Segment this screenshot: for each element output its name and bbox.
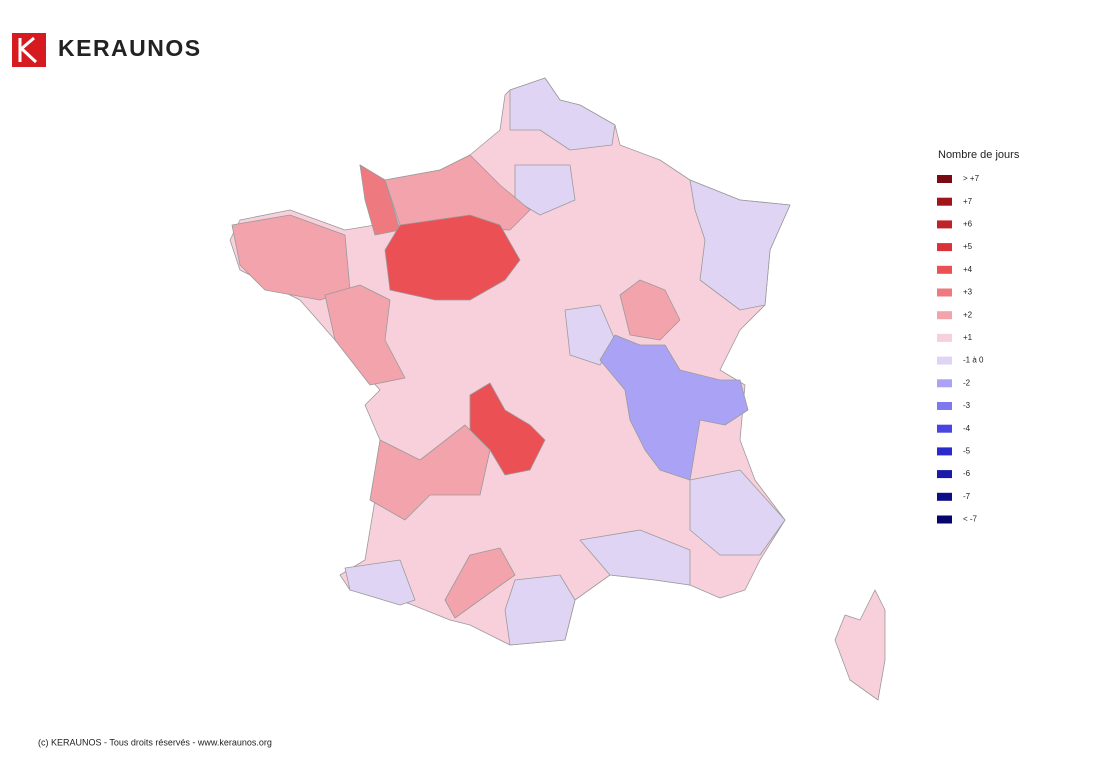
legend-label: -2 [963,378,971,387]
legend-label: -5 [963,447,971,456]
legend-swatch [937,265,952,274]
legend-swatch [937,492,952,501]
legend-swatch [937,402,952,410]
region [344,559,416,606]
legend-swatch [937,175,952,183]
legend-label: -7 [963,492,971,501]
legend-label: +3 [963,288,973,297]
legend-swatch [937,515,952,524]
legend-swatch [937,243,952,252]
corsica [834,589,886,701]
legend: Nombre de jours > +7 +7 +6 +5 +4 +3 +2 +1 -1 à 0… [937,149,1020,524]
legend-label: -3 [963,401,971,410]
legend-label: +4 [963,265,973,274]
legend-title: Nombre de jours [938,149,1020,161]
legend-label: -1 à 0 [963,356,984,365]
logo-mark [12,33,46,67]
region [384,214,521,301]
legend-label: +5 [963,242,973,251]
legend-label: > +7 [963,174,980,183]
region [359,164,401,236]
legend-swatch [937,220,952,229]
brand: KERAUNOS [58,35,202,61]
legend-swatch [937,424,952,433]
map [229,77,886,701]
region [324,284,406,386]
region [689,469,786,556]
logo: KERAUNOS [12,33,202,67]
region [579,529,691,586]
legend-label: +6 [963,220,973,229]
region [514,164,576,216]
legend-swatch [937,333,952,342]
region [599,334,749,481]
region [444,547,516,619]
region [509,77,616,151]
logo-k [18,36,38,64]
legend-label: +7 [963,197,973,206]
region [504,574,576,646]
region [369,424,491,521]
region [689,179,791,311]
legend-swatch [937,356,952,365]
legend-swatch [937,447,952,456]
footer: (c) KERAUNOS - Tous droits réservés - ww… [38,737,272,747]
legend-label: -4 [963,424,971,433]
legend-label: < -7 [963,515,978,524]
legend-swatch [937,379,952,388]
legend-swatch [937,470,952,479]
region [619,279,681,341]
legend-label: -6 [963,469,971,478]
legend-label: +1 [963,333,973,342]
legend-swatch [937,311,952,320]
legend-swatch [937,197,952,206]
legend-label: +2 [963,310,973,319]
legend-swatch [937,288,952,297]
